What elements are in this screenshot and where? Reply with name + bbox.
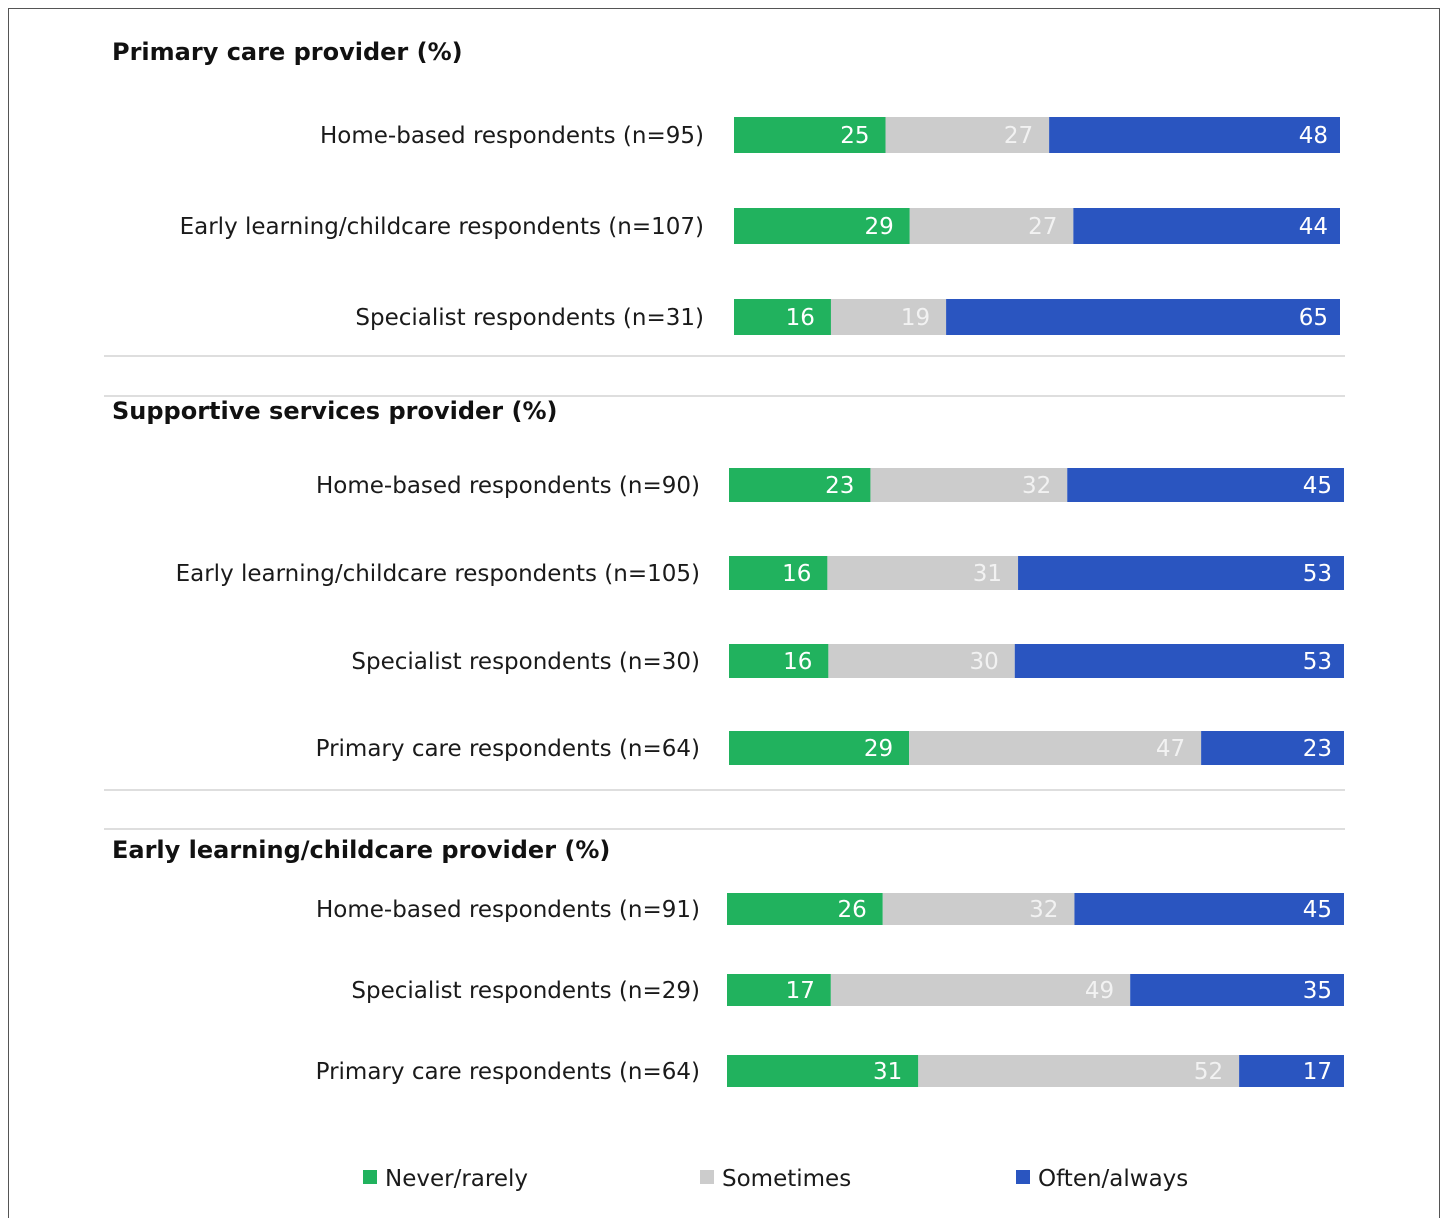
bar-value-label: 53 [1303,561,1332,587]
legend-swatch [1016,1170,1030,1184]
bar-segment-often-always [1067,468,1344,502]
bar-segment-often-always [1239,1055,1344,1087]
bar-value-label: 27 [1028,214,1057,240]
legend-swatch [700,1170,714,1184]
bar-segment-never-rarely [729,556,828,590]
bar-value-label: 47 [1156,736,1185,762]
legend-label: Often/always [1038,1166,1188,1192]
bar-value-label: 49 [1085,978,1114,1004]
row-label: Home-based respondents (n=95) [320,123,704,149]
bar-value-label: 31 [873,1059,902,1085]
row-label: Specialist respondents (n=29) [351,978,700,1004]
bar-segment-often-always [1049,117,1340,153]
bar-value-label: 25 [840,123,869,149]
bar-segment-sometimes [830,299,947,335]
bar-value-label: 31 [973,561,1002,587]
bar-segment-sometimes [909,731,1202,765]
row-label: Home-based respondents (n=90) [316,473,700,499]
bar-value-label: 17 [1303,1059,1332,1085]
chart-frame [8,8,1440,1218]
bar-segment-sometimes [885,117,1050,153]
row-label: Home-based respondents (n=91) [316,897,700,923]
bar-segment-sometimes [870,468,1068,502]
bar-value-label: 29 [864,214,893,240]
bar-segment-often-always [1201,731,1344,765]
bar-value-label: 16 [782,561,811,587]
bar-value-label: 32 [1029,897,1058,923]
bar-segment-never-rarely [734,208,910,244]
bar-segment-often-always [1018,556,1344,590]
bar-segment-sometimes [909,208,1074,244]
bar-value-label: 27 [1004,123,1033,149]
bar-segment-often-always [1074,893,1344,925]
group-title: Early learning/childcare provider (%) [112,836,610,864]
legend-label: Never/rarely [385,1166,528,1192]
legend-label: Sometimes [722,1166,851,1192]
row-label: Specialist respondents (n=30) [351,649,700,675]
legend-swatch [363,1170,377,1184]
bar-value-label: 23 [1303,736,1332,762]
bar-segment-never-rarely [729,468,871,502]
bar-value-label: 16 [783,649,812,675]
row-label: Primary care respondents (n=64) [316,1059,700,1085]
bar-value-label: 52 [1194,1059,1223,1085]
bar-segment-often-always [1073,208,1340,244]
bar-value-label: 35 [1303,978,1332,1004]
bar-value-label: 17 [786,978,815,1004]
bar-value-label: 23 [825,473,854,499]
bar-value-label: 53 [1303,649,1332,675]
bar-value-label: 45 [1303,473,1332,499]
row-label: Specialist respondents (n=31) [355,305,704,331]
bar-segment-never-rarely [727,893,883,925]
bar-value-label: 19 [901,305,930,331]
bar-segment-sometimes [830,974,1131,1006]
bar-segment-never-rarely [734,117,886,153]
bar-segment-often-always [946,299,1340,335]
group-title: Supportive services provider (%) [112,397,557,425]
bar-segment-sometimes [827,556,1019,590]
group-title: Primary care provider (%) [112,38,463,66]
bar-segment-often-always [1014,644,1344,678]
bar-value-label: 32 [1022,473,1051,499]
bar-segment-sometimes [828,644,1015,678]
bar-value-label: 48 [1299,123,1328,149]
bar-value-label: 29 [864,736,893,762]
bar-value-label: 30 [969,649,998,675]
bar-segment-sometimes [918,1055,1240,1087]
bar-segment-never-rarely [727,1055,919,1087]
bar-segment-never-rarely [729,731,910,765]
row-label: Primary care respondents (n=64) [316,736,700,762]
bar-value-label: 16 [786,305,815,331]
bar-segment-often-always [1130,974,1344,1006]
bar-segment-never-rarely [727,974,831,1006]
bar-value-label: 45 [1303,897,1332,923]
bar-segment-sometimes [882,893,1075,925]
bar-value-label: 26 [837,897,866,923]
bar-value-label: 44 [1299,214,1328,240]
bar-value-label: 65 [1299,305,1328,331]
row-label: Early learning/childcare respondents (n=… [180,214,704,240]
row-label: Early learning/childcare respondents (n=… [176,561,700,587]
bar-segment-never-rarely [729,644,829,678]
bar-segment-never-rarely [734,299,831,335]
